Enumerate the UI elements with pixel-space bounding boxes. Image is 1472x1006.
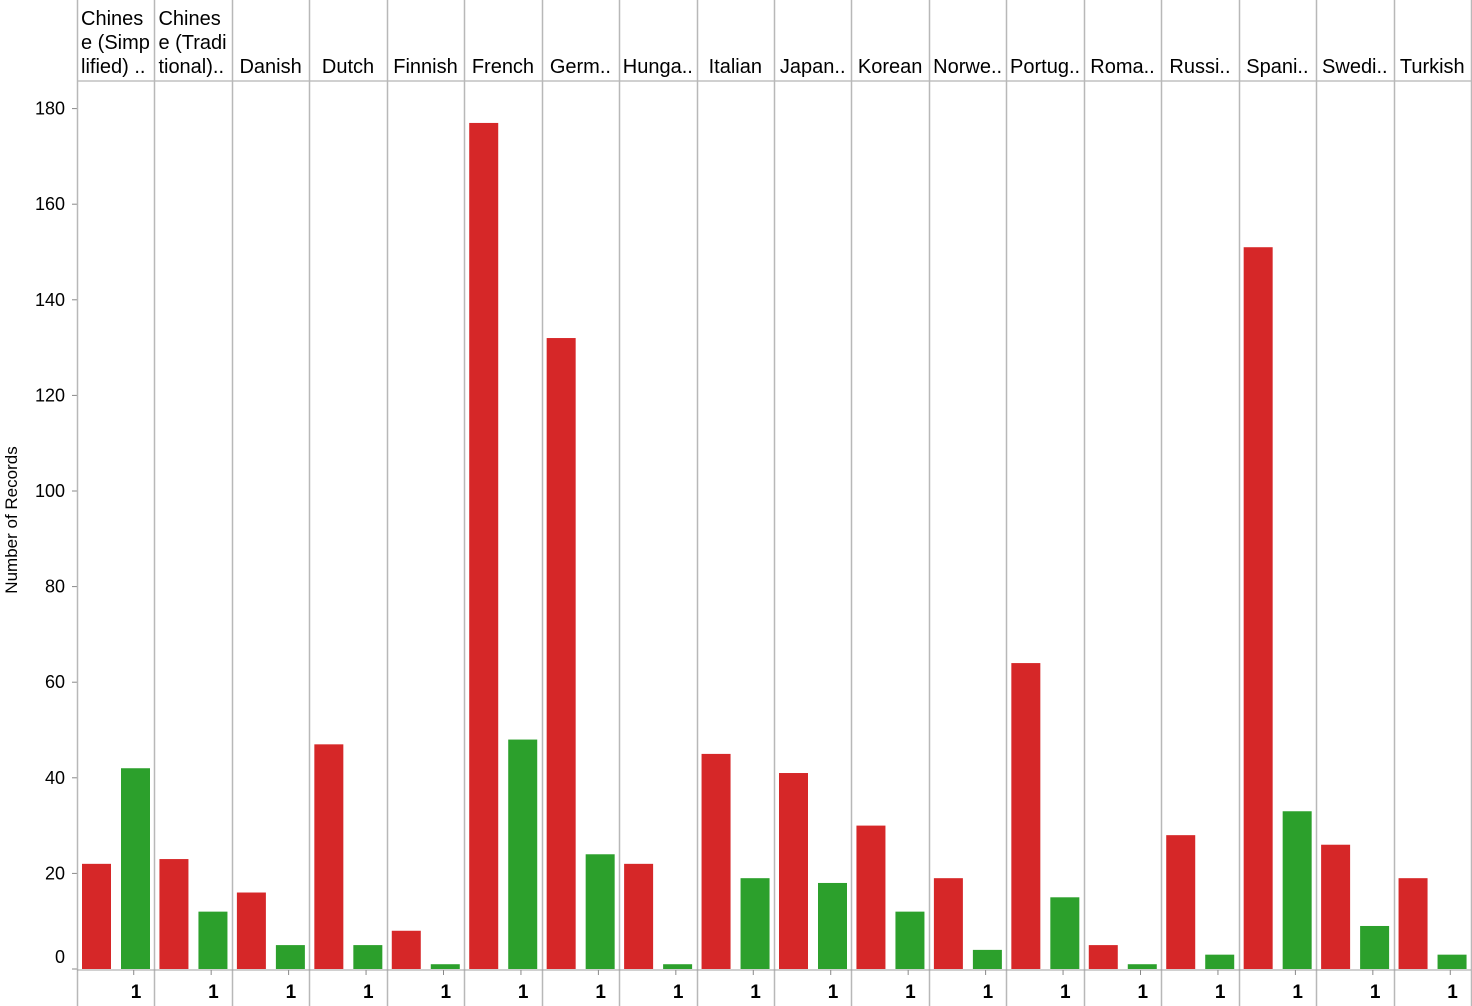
bar — [1321, 844, 1351, 969]
x-tick-label: 1 — [595, 982, 606, 1003]
bar — [1243, 247, 1273, 970]
bar — [469, 122, 499, 969]
x-tick-label: 1 — [1447, 982, 1458, 1003]
bar — [1050, 897, 1080, 969]
bar — [391, 930, 421, 969]
x-tick-label: 1 — [828, 982, 839, 1003]
x-tick-label: 1 — [1215, 982, 1226, 1003]
y-tick-label: 60 — [45, 672, 65, 692]
bar — [585, 854, 615, 969]
column-header-label: Russi.. — [1169, 56, 1230, 78]
bar — [701, 753, 731, 969]
bar — [895, 911, 925, 969]
y-tick-label: 0 — [55, 947, 65, 967]
x-tick-label: 1 — [983, 982, 994, 1003]
bar — [1011, 663, 1041, 969]
bar — [818, 882, 847, 969]
y-axis-ticks: 0 20 40 60 80 100 120 140 160 180 — [35, 99, 77, 970]
bar — [508, 739, 538, 969]
x-tick-label: 1 — [440, 982, 451, 1003]
x-tick-label: 1 — [1370, 982, 1381, 1003]
y-tick-label: 100 — [35, 481, 65, 501]
x-tick-label: 1 — [518, 982, 529, 1003]
bar — [1088, 945, 1118, 969]
y-tick-label: 180 — [35, 99, 65, 119]
y-tick-label: 160 — [35, 194, 65, 214]
x-tick-label: 1 — [1137, 982, 1148, 1003]
x-tick-label: 1 — [750, 982, 761, 1003]
column-header-label: Portug.. — [1010, 56, 1080, 78]
bar — [546, 338, 576, 969]
x-tick-label: 1 — [1292, 982, 1303, 1003]
column-dividers — [76, 0, 1472, 1006]
x-tick-label: 1 — [286, 982, 297, 1003]
column-header-label: Turkish — [1400, 56, 1465, 78]
y-tick-label: 140 — [35, 290, 65, 310]
x-tick-label: 1 — [905, 982, 916, 1003]
column-header-label: Chines — [81, 8, 143, 30]
bar — [1127, 964, 1157, 969]
column-header-label: Italian — [709, 56, 762, 78]
bar — [1437, 954, 1467, 969]
bar — [1360, 925, 1390, 969]
column-header-label: Japan.. — [780, 56, 846, 78]
column-header-label: Korean — [858, 56, 923, 78]
y-tick-label: 40 — [45, 768, 65, 788]
column-header-label: Swedi.. — [1322, 56, 1388, 78]
x-tick-label: 1 — [208, 982, 219, 1003]
bar — [663, 964, 693, 969]
column-header-label: Hunga.. — [623, 56, 693, 78]
bar — [275, 945, 305, 969]
bar — [1398, 878, 1428, 969]
x-tick-label: 1 — [363, 982, 374, 1003]
bar — [236, 892, 266, 969]
x-axis-ticks: 1 1 1 1 1 1 1 1 1 1 1 1 1 1 1 1 1 1 — [131, 970, 1458, 1003]
bar — [972, 949, 1002, 969]
y-tick-label: 20 — [45, 863, 65, 883]
column-header-label: tional).. — [158, 56, 224, 78]
column-header-label: Norwe.. — [933, 56, 1002, 78]
bar — [82, 863, 111, 969]
y-tick-label: 80 — [45, 577, 65, 597]
bar — [624, 863, 654, 969]
bar — [856, 825, 886, 969]
column-header-label: Dutch — [322, 56, 374, 78]
column-header-label: Chines — [158, 8, 220, 30]
bar — [1205, 954, 1235, 969]
column-header-label: Roma.. — [1090, 56, 1154, 78]
bars — [82, 122, 1467, 970]
column-header-label: e (Simp — [81, 32, 150, 54]
x-tick-label: 1 — [131, 982, 142, 1003]
bar — [159, 859, 189, 969]
column-header-label: Germ.. — [550, 56, 611, 78]
y-axis-title: Number of Records — [2, 446, 21, 593]
x-tick-label: 1 — [673, 982, 684, 1003]
bar — [353, 945, 383, 969]
column-header-label: Finnish — [393, 56, 457, 78]
bar — [430, 964, 460, 969]
bar — [314, 744, 344, 969]
column-header-label: Spani.. — [1246, 56, 1308, 78]
bar — [1282, 811, 1312, 969]
bar — [740, 878, 770, 969]
bar — [198, 911, 228, 969]
bar — [779, 773, 808, 969]
column-header-label: Danish — [239, 56, 301, 78]
x-tick-label: 1 — [1060, 982, 1071, 1003]
bar — [121, 768, 150, 969]
column-header-label: lified) .. — [81, 56, 145, 78]
column-header-label: e (Tradi — [158, 32, 226, 54]
bar — [1166, 835, 1196, 969]
bar — [933, 878, 963, 969]
y-tick-label: 120 — [35, 385, 65, 405]
column-header-label: French — [472, 56, 534, 78]
